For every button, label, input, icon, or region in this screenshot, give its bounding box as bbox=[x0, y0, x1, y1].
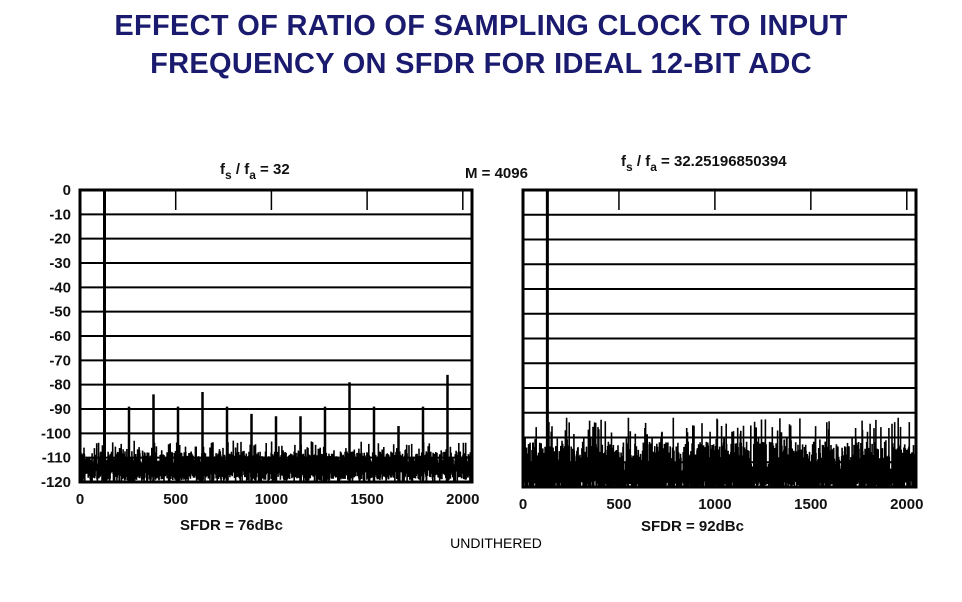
y-tick-label: -20 bbox=[49, 231, 71, 248]
y-tick-label: -30 bbox=[49, 255, 71, 272]
x-tick-label: 0 bbox=[76, 491, 84, 508]
x-tick-label: 2000 bbox=[890, 496, 923, 513]
chart-right: fs / fa = 32.25196850394 SFDR = 92dBc 0 5… bbox=[519, 153, 924, 535]
chart-right-sfdr-label: SFDR = 92dBc bbox=[641, 518, 744, 535]
y-tick-label: -40 bbox=[49, 279, 71, 296]
y-tick-label: -110 bbox=[42, 450, 71, 467]
x-tick-label: 1500 bbox=[794, 496, 827, 513]
chart-left-sfdr-label: SFDR = 76dBc bbox=[180, 517, 283, 534]
title-line-1: EFFECT OF RATIO OF SAMPLING CLOCK TO INP… bbox=[114, 10, 848, 42]
x-tick-label: 500 bbox=[606, 496, 631, 513]
noise-floor bbox=[522, 417, 917, 487]
chart-right-title: fs / fa = 32.25196850394 bbox=[621, 153, 787, 174]
x-tick-label: 1000 bbox=[255, 491, 288, 508]
y-tick-label: -70 bbox=[49, 352, 71, 369]
x-tick-label: 500 bbox=[163, 491, 188, 508]
y-tick-label: -10 bbox=[49, 206, 71, 223]
x-tick-label: 1500 bbox=[350, 491, 383, 508]
y-tick-label: -120 bbox=[41, 474, 71, 491]
x-tick-label: 2000 bbox=[446, 491, 479, 508]
y-tick-label: -100 bbox=[41, 425, 71, 442]
undithered-label: UNDITHERED bbox=[450, 535, 542, 551]
x-tick-label: 0 bbox=[519, 496, 527, 513]
m-label: M = 4096 bbox=[465, 165, 528, 182]
y-tick-label: -50 bbox=[49, 304, 71, 321]
title-line-2: FREQUENCY ON SFDR FOR IDEAL 12-BIT ADC bbox=[150, 48, 812, 80]
y-tick-label: -80 bbox=[49, 377, 71, 394]
chart-left-title: fs / fa = 32 bbox=[220, 161, 290, 182]
x-tick-label: 1000 bbox=[698, 496, 731, 513]
noise-floor bbox=[79, 440, 473, 482]
y-tick-label: 0 bbox=[63, 182, 71, 199]
chart-left: fs / fa = 32 SFDR = 76dBc 0 500 1000 1500 20… bbox=[41, 161, 480, 534]
y-tick-label: -90 bbox=[49, 401, 71, 418]
y-tick-label: -60 bbox=[49, 328, 71, 345]
